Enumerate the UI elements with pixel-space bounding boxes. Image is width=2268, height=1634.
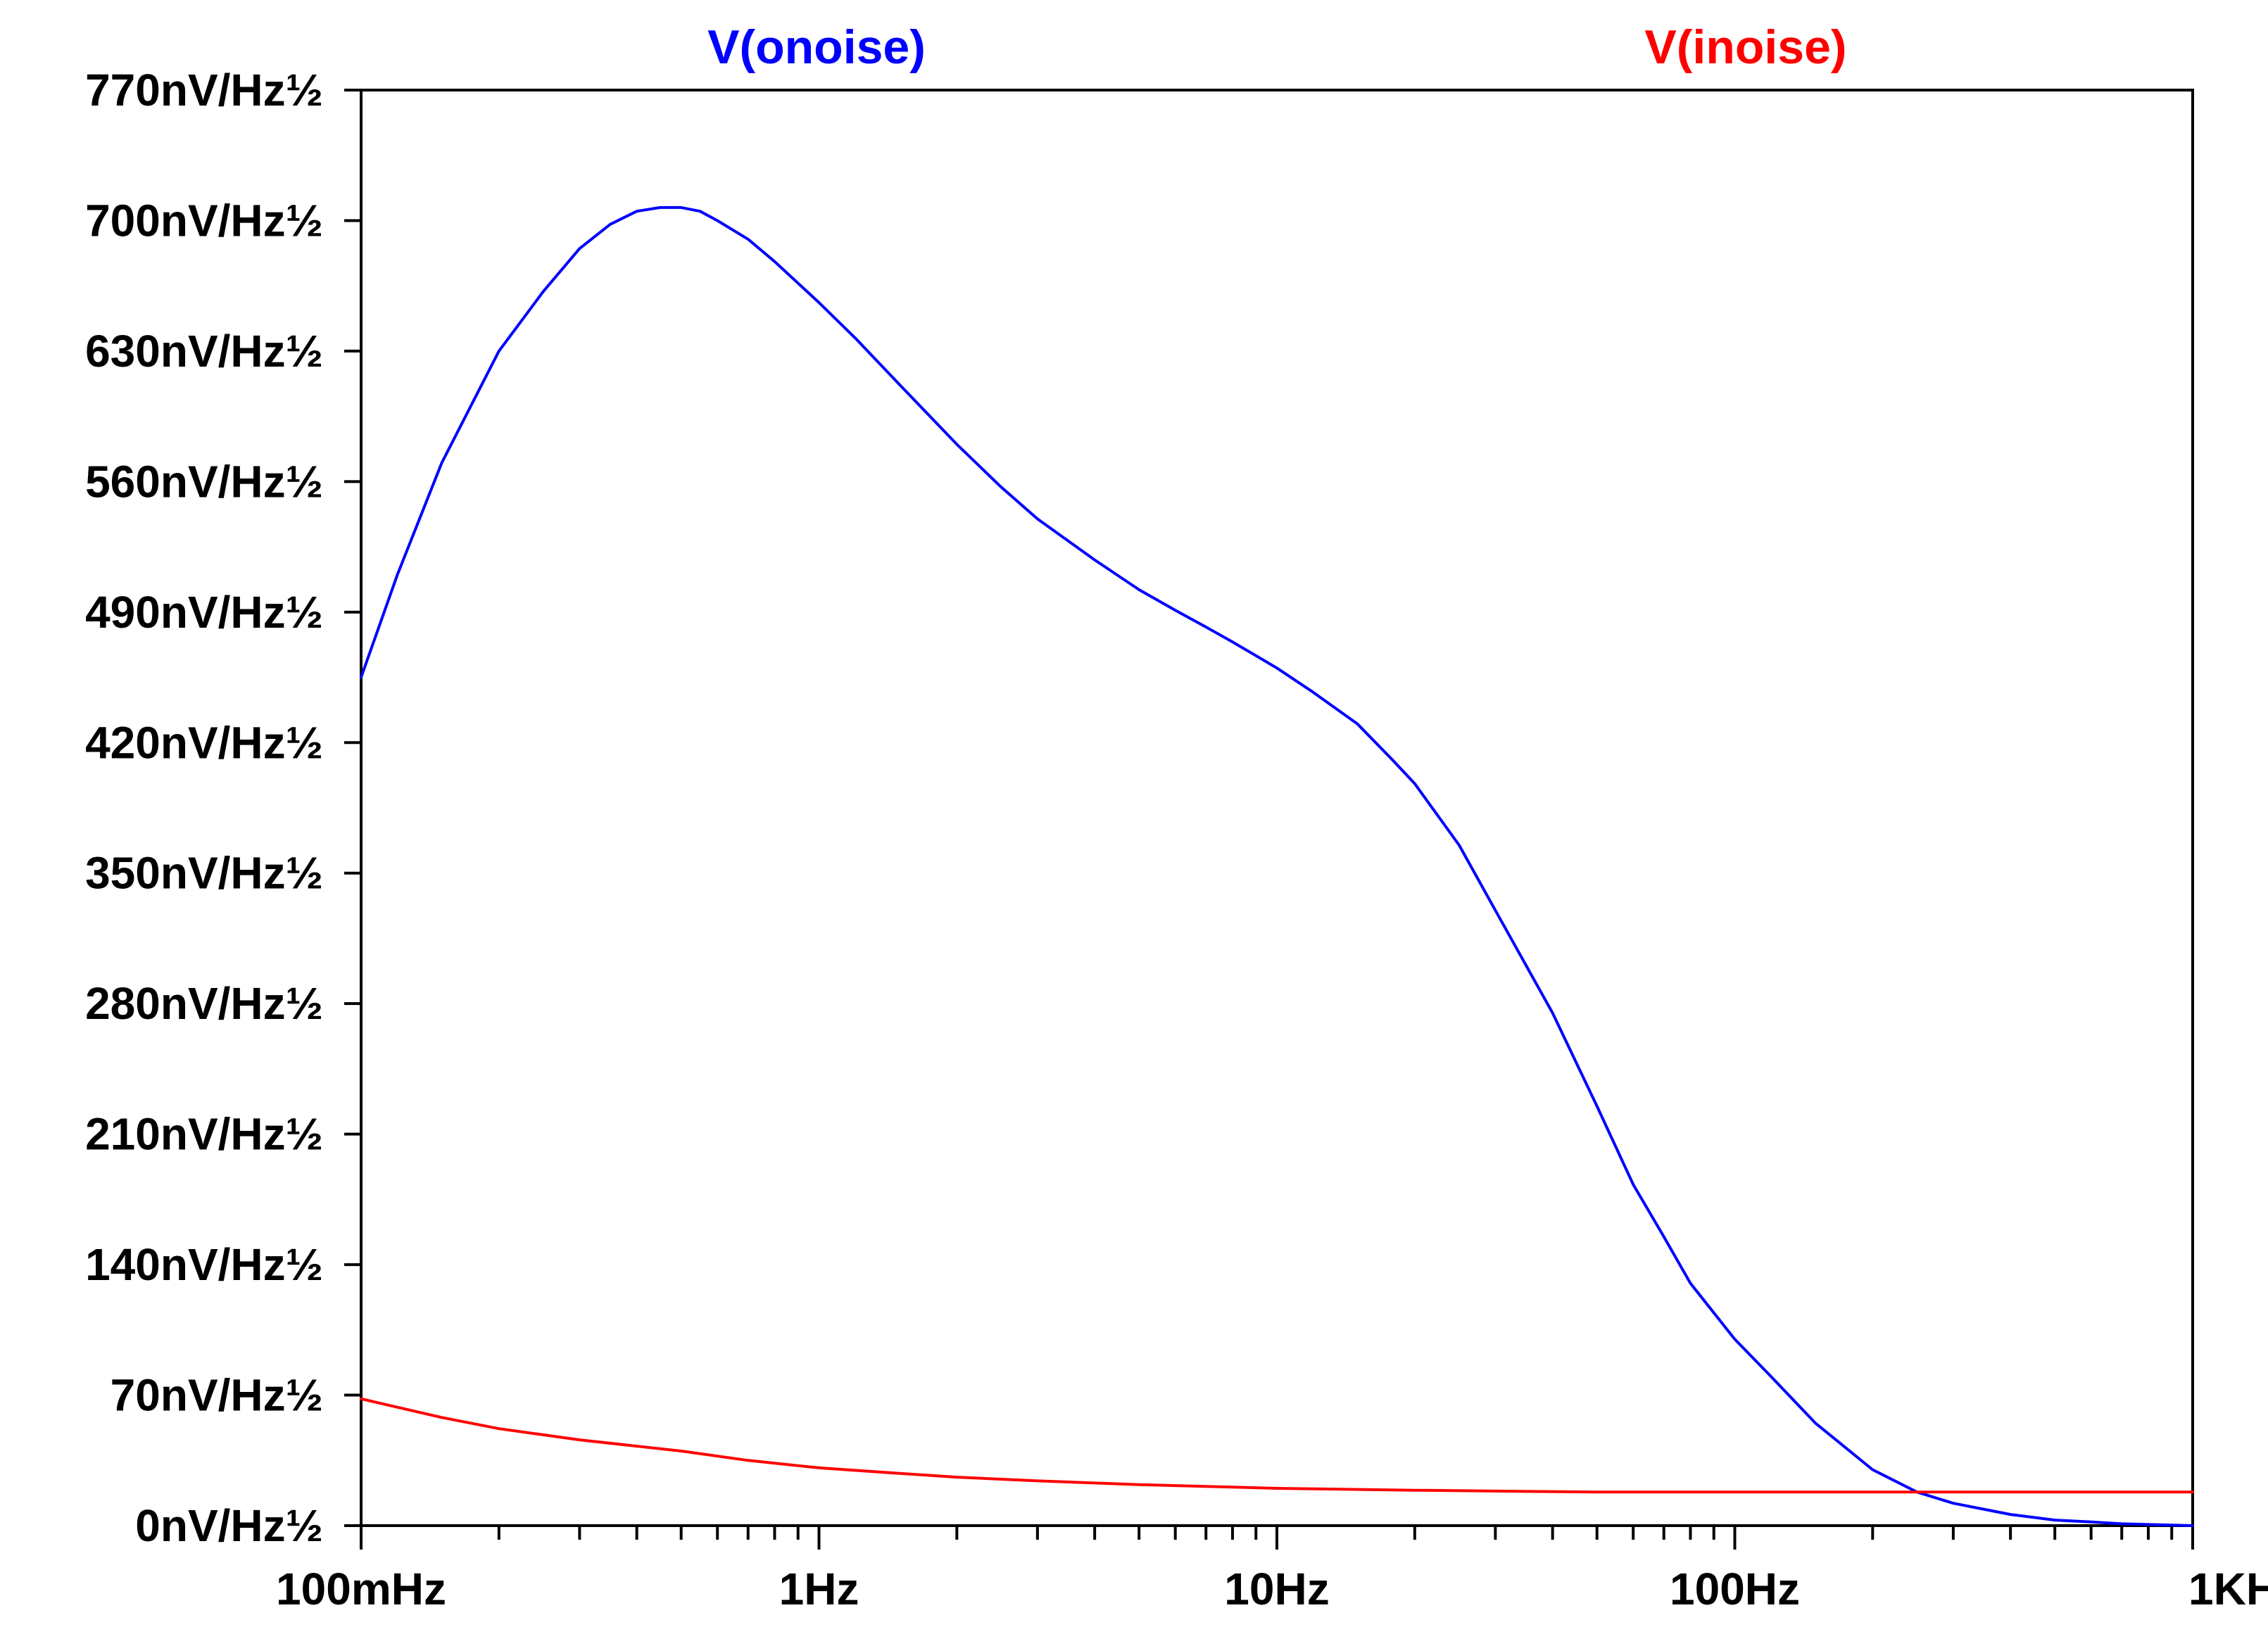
y-axis-ticks: 770nV/Hz½ 700nV/Hz½ 630nV/Hz½ 560nV/Hz½ 490n…: [85, 65, 361, 1551]
x-axis-ticks: 100mHz 1Hz 10Hz 100Hz 1KHz: [276, 1526, 2268, 1614]
y-tick-label: 70nV/Hz½: [111, 1370, 323, 1421]
series-line-onoise: [360, 205, 2194, 1527]
y-tick-label: 490nV/Hz½: [85, 587, 323, 638]
y-tick-label: 0nV/Hz½: [135, 1500, 323, 1551]
y-tick-label: 350nV/Hz½: [85, 848, 323, 899]
y-tick-label: 140nV/Hz½: [85, 1239, 323, 1290]
series-layer: [360, 205, 2194, 1527]
x-tick-label: 1Hz: [779, 1564, 859, 1614]
y-tick-label: 210nV/Hz½: [85, 1109, 323, 1160]
x-tick-label: 10Hz: [1224, 1564, 1329, 1614]
y-tick-label: 420nV/Hz½: [85, 717, 323, 768]
plot-frame: [360, 89, 2194, 1527]
y-tick-label: 770nV/Hz½: [85, 65, 323, 115]
y-tick-label: 700nV/Hz½: [85, 195, 323, 246]
y-tick-label: 630nV/Hz½: [85, 326, 323, 376]
x-tick-label: 100mHz: [276, 1564, 446, 1614]
legend-label-inoise: V(inoise): [1644, 20, 1846, 74]
x-tick-label: 100Hz: [1670, 1564, 1800, 1614]
legend-label-onoise: V(onoise): [707, 20, 926, 74]
legend: V(onoise) V(inoise): [707, 20, 1846, 74]
y-tick-label: 560nV/Hz½: [85, 456, 323, 507]
y-tick-label: 280nV/Hz½: [85, 978, 323, 1029]
x-tick-label: 1KHz: [2188, 1564, 2268, 1614]
series-line-inoise: [360, 1397, 2194, 1494]
